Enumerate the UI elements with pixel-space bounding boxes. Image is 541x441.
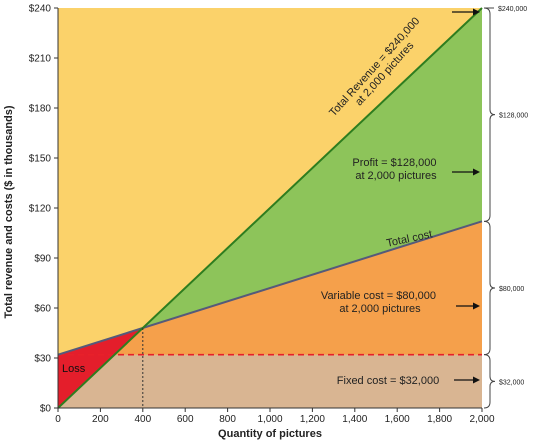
loss-label: Loss [62, 363, 86, 375]
annotation-arrows [452, 8, 480, 384]
bracket-label: $80,000 [499, 286, 524, 293]
x-tick-label: 1,400 [342, 414, 367, 425]
variable-cost-annotation: Variable cost = $80,000 at 2,000 picture… [321, 290, 439, 315]
bracket-brace [483, 7, 496, 222]
profit-arrow-head [473, 168, 480, 176]
fixed-cost-region [58, 354, 482, 408]
variable-cost-annotation-line1: Variable cost = $80,000 [321, 290, 436, 302]
y-tick-labels: $0 $30 $60 $90 $120 $150 $180 $210 $240 [29, 4, 58, 415]
x-tick-label: 2,000 [469, 414, 494, 425]
y-tick-label: $180 [29, 104, 52, 115]
x-tick-label: 1,800 [427, 414, 452, 425]
right-brackets: $240,000 $128,000 $80,000 $32,000 [483, 6, 528, 409]
x-tick-label: 1,600 [385, 414, 410, 425]
profit-annotation-line2: at 2,000 pictures [355, 170, 437, 182]
profit-annotation-line1: Profit = $128,000 [352, 157, 436, 169]
total-revenue-line [57, 7, 483, 409]
y-tick-label: $240 [29, 4, 52, 15]
y-axis-title: Total revenue and costs ($ in thousands) [3, 105, 15, 318]
y-tick-label: $120 [29, 204, 52, 215]
x-tick-label: 1,000 [257, 414, 282, 425]
x-tick-label: 0 [55, 414, 61, 425]
bracket-brace [483, 220, 496, 356]
y-tick-label: $150 [29, 154, 52, 165]
variable-cost-annotation-line2: at 2,000 pictures [339, 303, 421, 315]
x-tick-label: 200 [92, 414, 109, 425]
fixed-cost-annotation: Fixed cost = $32,000 [337, 375, 439, 387]
x-axis-title: Quantity of pictures [218, 428, 322, 440]
x-tick-labels: 0 200 400 600 800 1,000 1,200 1,400 1,600 1,800 2,… [55, 408, 495, 425]
y-tick-label: $90 [34, 254, 51, 265]
y-tick-label: $210 [29, 54, 52, 65]
total-revenue-arrow-head [473, 8, 480, 16]
variable-cost-arrow-head [473, 302, 480, 310]
fixed-cost-arrow-head [473, 376, 480, 384]
y-tick-label: $0 [40, 404, 52, 415]
bracket-label: $32,000 [499, 379, 524, 386]
bracket-label: $128,000 [499, 113, 528, 120]
y-tick-label: $30 [34, 354, 51, 365]
x-tick-label: 1,200 [300, 414, 325, 425]
bracket-brace [483, 354, 496, 409]
y-tick-label: $60 [34, 304, 51, 315]
chart-lines [57, 7, 483, 409]
x-tick-label: 600 [177, 414, 194, 425]
x-tick-label: 800 [219, 414, 236, 425]
profit-annotation: Profit = $128,000 at 2,000 pictures [352, 157, 439, 182]
x-tick-label: 400 [134, 414, 151, 425]
bracket-label: $240,000 [498, 6, 527, 13]
total-cost-line [57, 220, 483, 356]
